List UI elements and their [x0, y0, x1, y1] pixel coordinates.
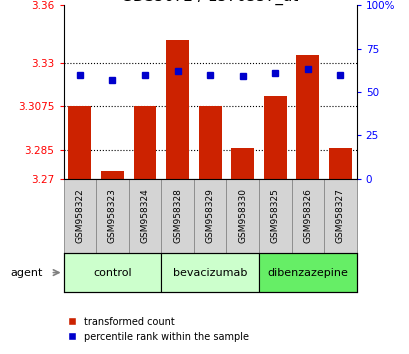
Text: GSM958325: GSM958325: [270, 188, 279, 244]
Bar: [231, 148, 254, 179]
Bar: [128, 179, 161, 253]
Bar: [96, 179, 128, 253]
Bar: [324, 179, 356, 253]
Bar: [226, 179, 258, 253]
Bar: [161, 179, 193, 253]
Bar: [291, 179, 324, 253]
Bar: [258, 253, 356, 292]
Text: GSM958328: GSM958328: [173, 188, 182, 244]
Text: GSM958323: GSM958323: [108, 188, 117, 244]
Legend: transformed count, percentile rank within the sample: transformed count, percentile rank withi…: [64, 313, 252, 346]
Bar: [63, 253, 161, 292]
Text: dibenzazepine: dibenzazepine: [267, 268, 347, 278]
Bar: [68, 107, 91, 179]
Text: agent: agent: [10, 268, 43, 278]
Bar: [63, 179, 96, 253]
Bar: [166, 40, 189, 179]
Bar: [101, 171, 124, 179]
Text: GSM958324: GSM958324: [140, 189, 149, 243]
Bar: [296, 56, 319, 179]
Title: GDS5672 / 1570357_at: GDS5672 / 1570357_at: [121, 0, 298, 5]
Bar: [161, 253, 258, 292]
Text: GSM958330: GSM958330: [238, 188, 247, 244]
Bar: [263, 96, 286, 179]
Text: bevacizumab: bevacizumab: [173, 268, 247, 278]
Bar: [133, 107, 156, 179]
Bar: [258, 179, 291, 253]
Text: GSM958327: GSM958327: [335, 188, 344, 244]
Bar: [193, 179, 226, 253]
Bar: [328, 148, 351, 179]
Text: control: control: [93, 268, 131, 278]
Bar: [198, 107, 221, 179]
Text: GSM958326: GSM958326: [303, 188, 312, 244]
Text: GSM958322: GSM958322: [75, 189, 84, 243]
Text: GSM958329: GSM958329: [205, 188, 214, 244]
